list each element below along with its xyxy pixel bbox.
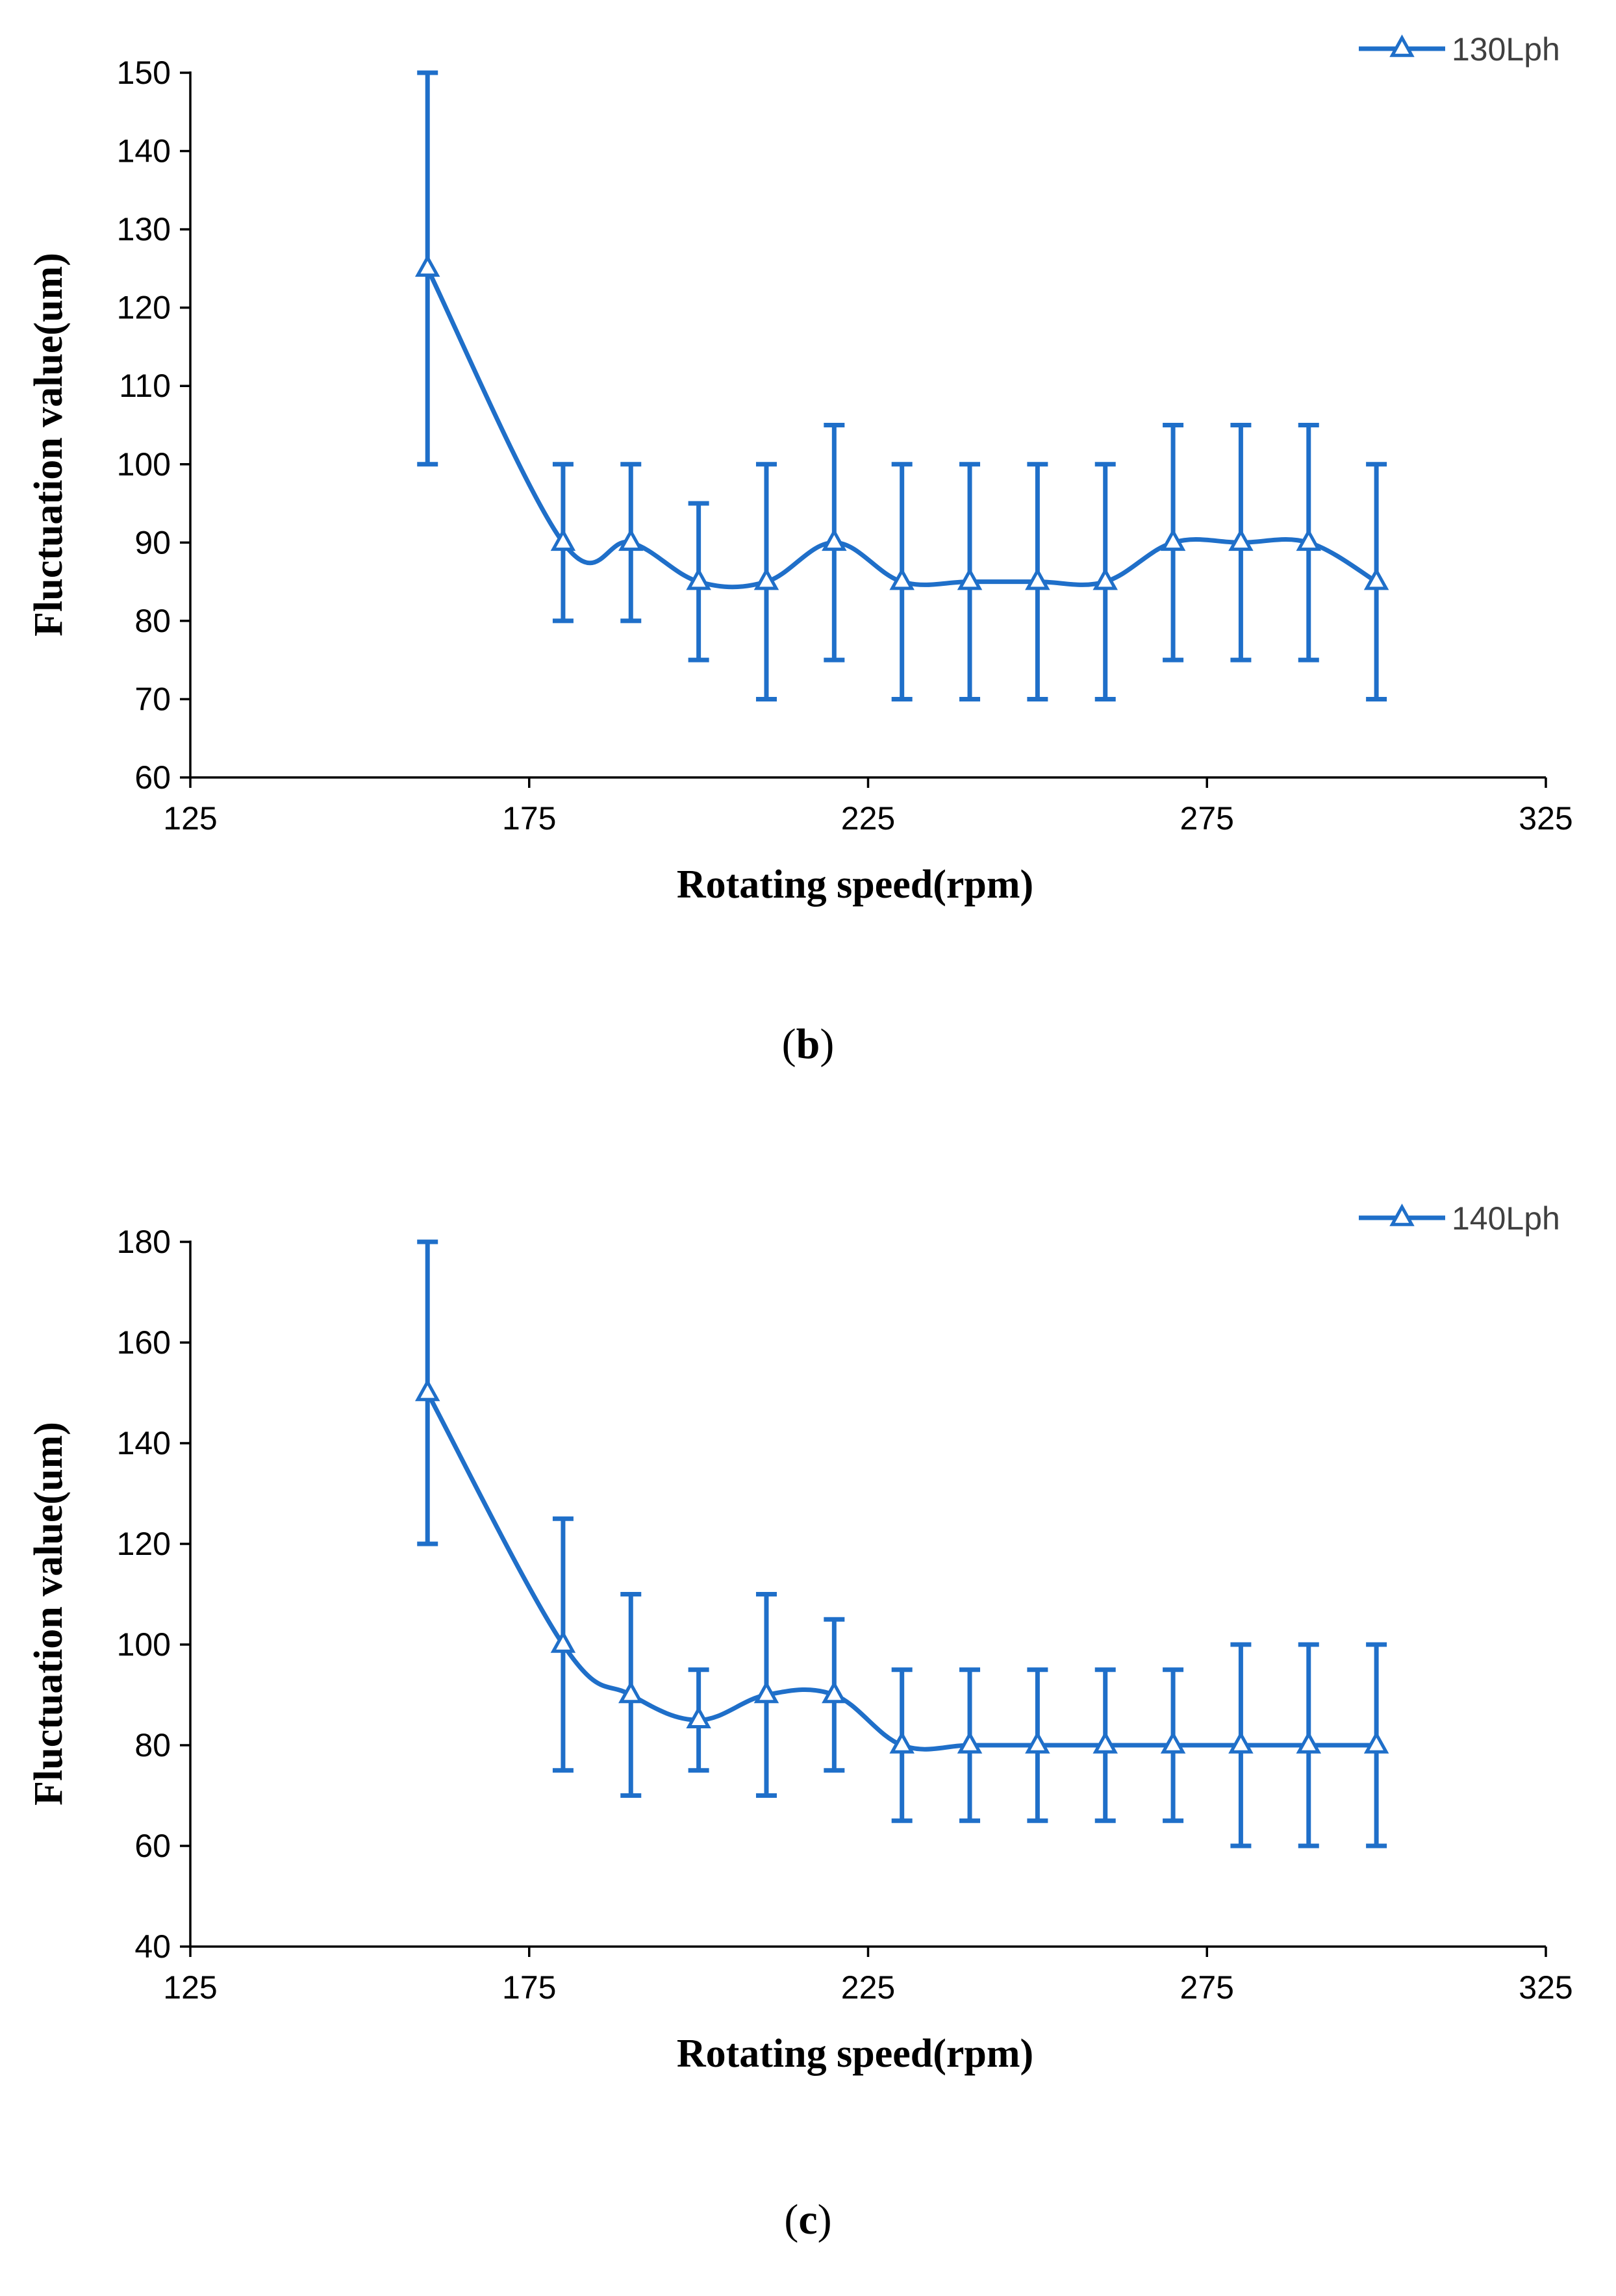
chart1-data-point-8	[1025, 1731, 1050, 1754]
chart0-y-tick-label-9: 150	[117, 55, 171, 91]
chart0-data-point-7	[957, 567, 983, 590]
chart0-y-tick-label-0: 60	[134, 759, 171, 796]
chart1-y-tick-label-6: 160	[117, 1324, 171, 1361]
chart1-y-tick-label-0: 40	[134, 1928, 171, 1965]
chart1-legend-marker	[1389, 1204, 1415, 1226]
chart0-data-point-9	[1092, 567, 1118, 590]
chart0-data-point-13	[1363, 567, 1389, 590]
chart0-x-tick-label-3: 275	[1180, 800, 1234, 837]
chart0-data-point-1	[550, 528, 576, 551]
caption-panel-c: (c)	[0, 2195, 1616, 2245]
chart1-y-tick-label-7: 180	[117, 1224, 171, 1260]
chart1-x-tick-label-2: 225	[841, 1969, 895, 2006]
chart0-y-tick-label-4: 100	[117, 446, 171, 483]
chart0-legend-label: 130Lph	[1452, 31, 1560, 68]
chart0-x-tick-label-4: 325	[1519, 800, 1572, 837]
chart1-x-axis-title: Rotating speed(rpm)	[677, 2032, 1033, 2076]
chart0-data-point-2	[618, 528, 644, 551]
chart0-y-tick-label-3: 90	[134, 524, 171, 561]
chart1-data-point-3	[686, 1706, 711, 1729]
chart1-y-tick-label-4: 120	[117, 1526, 171, 1562]
chart-panel-c: 40 60 80 100 120 140 160 180 125 175 225 275 325 Rota…	[27, 1200, 1573, 2076]
chart1-data-point-0	[414, 1378, 440, 1402]
chart0-y-tick-label-6: 120	[117, 290, 171, 326]
chart1-legend-label: 140Lph	[1452, 1200, 1560, 1237]
chart0-legend-marker	[1389, 34, 1415, 57]
chart0-data-point-6	[889, 567, 915, 590]
chart0-y-tick-label-7: 130	[117, 211, 171, 247]
chart0-x-axis-title: Rotating speed(rpm)	[677, 863, 1033, 907]
chart1-data-point-13	[1363, 1731, 1389, 1754]
caption-c-close: )	[817, 2196, 832, 2243]
caption-c-letter: c	[798, 2196, 818, 2243]
chart0-data-point-0	[414, 254, 440, 277]
chart1-data-point-1	[550, 1630, 576, 1653]
chart0-y-axis-title: Fluctuation value(um)	[27, 253, 71, 637]
chart0-y-tick-label-2: 80	[134, 603, 171, 639]
chart0-data-point-8	[1025, 567, 1050, 590]
chart1-y-tick-label-5: 140	[117, 1425, 171, 1461]
chart0-y-tick-label-1: 70	[134, 681, 171, 717]
chart0-x-tick-label-2: 225	[841, 800, 895, 837]
caption-b-letter: b	[796, 1020, 820, 1068]
chart1-data-point-2	[618, 1680, 644, 1704]
chart0-data-point-12	[1296, 528, 1322, 551]
chart1-data-point-10	[1160, 1731, 1186, 1754]
chart1-data-point-12	[1296, 1731, 1322, 1754]
chart0-data-point-11	[1228, 528, 1254, 551]
chart1-data-point-9	[1092, 1731, 1118, 1754]
chart1-x-tick-label-3: 275	[1180, 1969, 1234, 2006]
chart0-data-point-5	[822, 528, 847, 551]
caption-b-open: (	[781, 1020, 796, 1068]
chart0-data-point-10	[1160, 528, 1186, 551]
chart0-y-tick-label-5: 110	[119, 368, 171, 404]
chart1-data-point-5	[822, 1680, 847, 1704]
caption-b-close: )	[820, 1020, 835, 1068]
chart1-y-tick-label-3: 100	[117, 1626, 171, 1663]
chart1-y-axis-title: Fluctuation value(um)	[27, 1422, 71, 1806]
chart1-data-point-7	[957, 1731, 983, 1754]
chart0-data-point-4	[753, 567, 779, 590]
chart1-x-tick-label-4: 325	[1519, 1969, 1572, 2006]
chart1-data-point-11	[1228, 1731, 1254, 1754]
chart1-y-tick-label-1: 60	[134, 1828, 171, 1864]
chart0-x-tick-label-1: 175	[502, 800, 556, 837]
chart0-x-tick-label-0: 125	[163, 800, 217, 837]
chart1-y-tick-label-2: 80	[134, 1727, 171, 1763]
chart-panel-b: 60 70 80 90 100 110 120 130 140 150 125 175 225 275 32…	[27, 31, 1573, 907]
chart1-data-point-4	[753, 1680, 779, 1704]
chart0-data-point-3	[686, 567, 711, 590]
caption-c-open: (	[784, 2196, 799, 2243]
caption-panel-b: (b)	[0, 1020, 1616, 1069]
chart0-y-tick-label-8: 140	[117, 133, 171, 170]
chart1-x-tick-label-1: 175	[502, 1969, 556, 2006]
chart1-data-point-6	[889, 1731, 915, 1754]
chart1-x-tick-label-0: 125	[163, 1969, 217, 2006]
